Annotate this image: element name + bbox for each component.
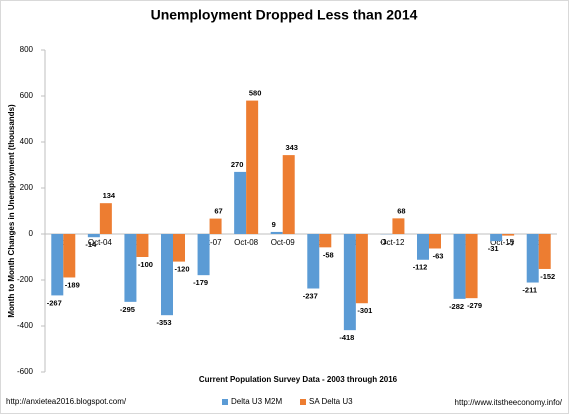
y-tick-label: 200	[20, 183, 34, 192]
x-axis-label: Current Population Survey Data - 2003 th…	[199, 375, 398, 384]
bar	[526, 234, 539, 283]
bar	[197, 234, 210, 276]
value-label: -58	[323, 250, 334, 259]
y-tick-label: -200	[17, 275, 34, 284]
bar	[209, 218, 222, 234]
legend-swatch	[300, 399, 306, 405]
value-label: -152	[540, 272, 555, 281]
y-tick-label: -600	[17, 367, 34, 376]
legend-swatch	[222, 399, 228, 405]
value-label: -120	[174, 265, 189, 274]
footer-right: http://www.itstheeconomy.info/	[455, 398, 563, 407]
value-label: 68	[397, 206, 405, 215]
bar	[136, 234, 149, 257]
bar	[63, 234, 76, 278]
bar	[124, 234, 137, 302]
value-label: 9	[272, 220, 276, 229]
value-label: -282	[449, 302, 464, 311]
bar	[234, 171, 247, 234]
x-tick-label: Oct-09	[271, 238, 296, 247]
value-label: -31	[488, 244, 499, 253]
bar	[307, 234, 320, 289]
legend-label: Delta U3 M2M	[231, 397, 282, 406]
footer-left: http://anxietea2016.blogspot.com/	[6, 397, 127, 406]
x-tick-label: Oct-08	[234, 238, 259, 247]
bar	[502, 234, 515, 236]
legend-label: SA Delta U3	[309, 397, 353, 406]
bar	[87, 234, 100, 238]
bar	[392, 218, 405, 234]
y-tick-label: 800	[20, 45, 34, 54]
value-label: -179	[193, 278, 208, 287]
bar	[270, 231, 283, 234]
value-label: -353	[156, 318, 171, 327]
bar	[51, 234, 64, 296]
x-tick-label: Oct-15	[490, 238, 515, 247]
value-label: -237	[303, 291, 318, 300]
bar	[246, 100, 259, 234]
bar	[538, 234, 551, 269]
value-label: 67	[214, 207, 222, 216]
value-label: -63	[433, 251, 444, 260]
value-label: 343	[285, 143, 298, 152]
bar	[282, 155, 295, 234]
bar	[99, 203, 112, 234]
x-tick-label: Oct-07	[198, 238, 223, 247]
bar	[173, 234, 185, 262]
value-label: -295	[120, 305, 135, 314]
bar	[417, 234, 429, 260]
value-label: -301	[357, 306, 372, 315]
bar	[429, 234, 441, 249]
value-label: -267	[47, 298, 62, 307]
chart-title: Unemployment Dropped Less than 2014	[151, 7, 418, 23]
value-label: -112	[413, 263, 428, 272]
value-label: -14	[85, 240, 97, 249]
x-tick-label: Oct-12	[380, 238, 405, 247]
y-axis-label: Month to Month Changes in Unemployment (…	[7, 104, 16, 318]
x-tick-label: Oct-04	[88, 238, 113, 247]
value-label: -1	[380, 237, 387, 246]
y-tick-label: 0	[29, 229, 34, 238]
bar	[453, 234, 466, 299]
bar	[355, 234, 368, 304]
bar	[465, 234, 478, 299]
bar	[161, 234, 173, 316]
value-label: 270	[231, 160, 244, 169]
value-label: -189	[65, 280, 80, 289]
bar	[319, 234, 332, 248]
value-label: -279	[467, 301, 482, 310]
y-tick-label: -400	[17, 321, 34, 330]
value-label: -418	[339, 333, 354, 342]
y-tick-label: 400	[20, 137, 34, 146]
bar	[490, 234, 503, 242]
value-label: 580	[249, 89, 262, 98]
value-label: -211	[522, 286, 537, 295]
value-label: -100	[138, 260, 153, 269]
value-label: -7	[508, 239, 515, 248]
bar	[343, 234, 356, 331]
value-label: 134	[103, 191, 116, 200]
y-tick-label: 600	[20, 91, 34, 100]
